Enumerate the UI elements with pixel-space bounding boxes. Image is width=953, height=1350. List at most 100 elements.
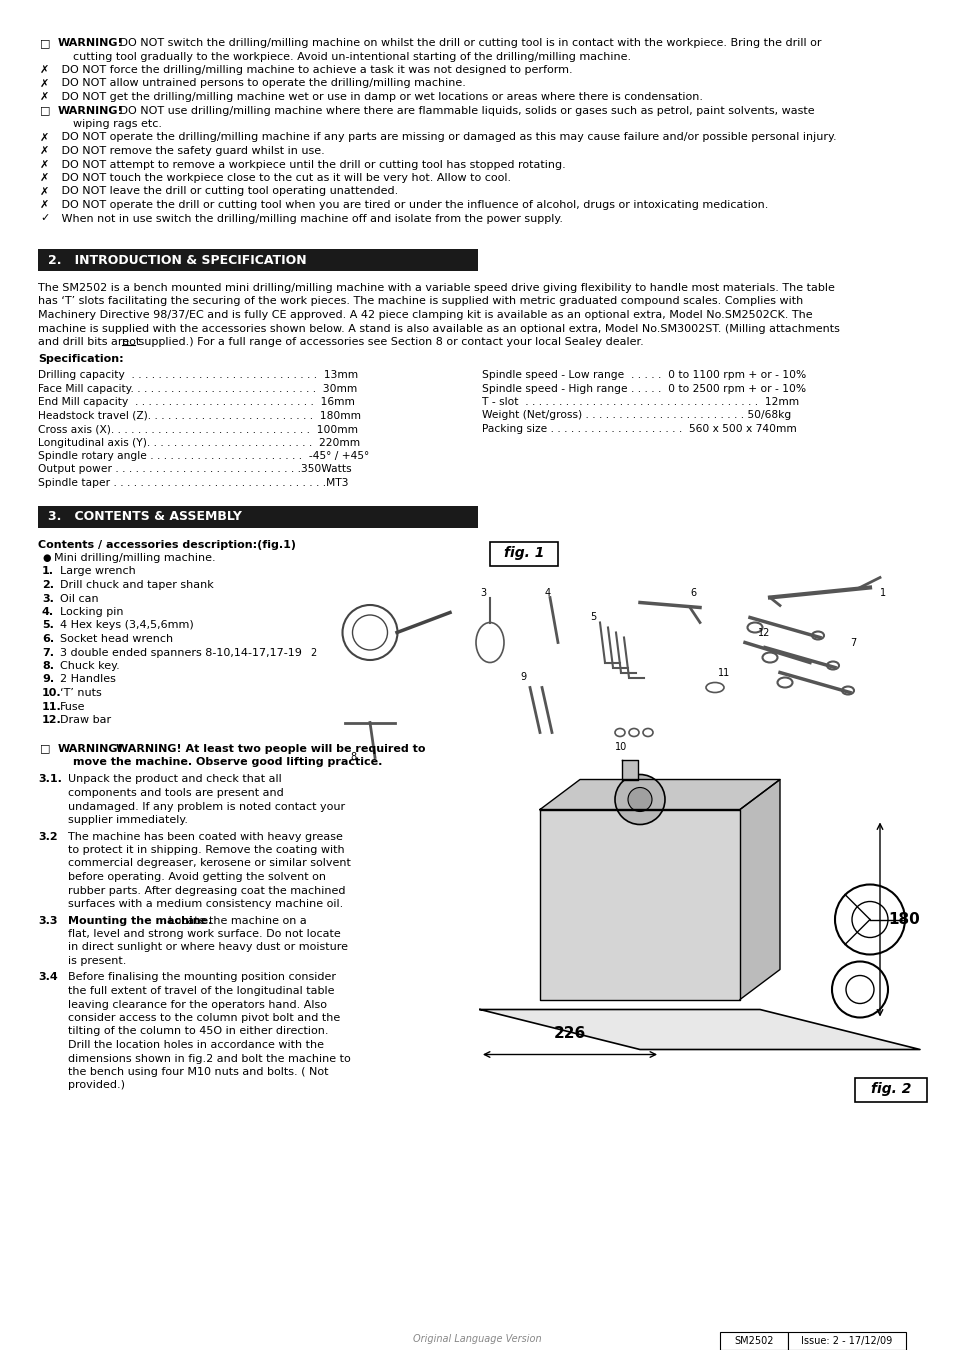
Text: Spindle rotary angle . . . . . . . . . . . . . . . . . . . . . . .  -45° / +45°: Spindle rotary angle . . . . . . . . . .… [38,451,369,460]
Text: Longitudinal axis (Y). . . . . . . . . . . . . . . . . . . . . . . . .  220mm: Longitudinal axis (Y). . . . . . . . . .… [38,437,359,447]
Text: 8.: 8. [42,662,54,671]
Text: dimensions shown in fig.2 and bolt the machine to: dimensions shown in fig.2 and bolt the m… [68,1053,351,1064]
Text: Headstock travel (Z). . . . . . . . . . . . . . . . . . . . . . . . .  180mm: Headstock travel (Z). . . . . . . . . . … [38,410,360,420]
Polygon shape [479,1010,919,1049]
Text: 180: 180 [887,911,919,926]
Text: ✗: ✗ [40,78,50,89]
Text: Issue: 2 - 17/12/09: Issue: 2 - 17/12/09 [801,1336,892,1346]
Text: has ‘T’ slots facilitating the securing of the work pieces. The machine is suppl: has ‘T’ slots facilitating the securing … [38,297,802,306]
Text: 4: 4 [544,587,551,598]
Text: DO NOT leave the drill or cutting tool operating unattended.: DO NOT leave the drill or cutting tool o… [58,186,397,197]
Text: ✗: ✗ [40,92,50,103]
Text: DO NOT operate the drilling/milling machine if any parts are missing or damaged : DO NOT operate the drilling/milling mach… [58,132,836,143]
Text: flat, level and strong work surface. Do not locate: flat, level and strong work surface. Do … [68,929,340,940]
Text: ✗: ✗ [40,186,50,197]
Text: 9.: 9. [42,675,54,684]
Text: 3.: 3. [42,594,53,603]
Text: 11: 11 [718,667,729,678]
Text: Socket head wrench: Socket head wrench [60,634,172,644]
Bar [38,248,477,271]
Text: 8: 8 [350,752,355,763]
Text: Fuse: Fuse [60,702,86,711]
Text: DO NOT attempt to remove a workpiece until the drill or cutting tool has stopped: DO NOT attempt to remove a workpiece unt… [58,159,565,170]
Circle shape [615,775,664,825]
Text: 7.: 7. [42,648,54,657]
Text: DO NOT operate the drill or cutting tool when you are tired or under the influen: DO NOT operate the drill or cutting tool… [58,200,767,211]
Text: ✗: ✗ [40,200,50,211]
Text: ✗: ✗ [40,159,50,170]
Text: Large wrench: Large wrench [60,567,135,576]
Text: 3.4: 3.4 [38,972,58,983]
Text: 2.   INTRODUCTION & SPECIFICATION: 2. INTRODUCTION & SPECIFICATION [48,254,306,266]
Polygon shape [539,810,740,999]
Text: 2: 2 [310,648,315,657]
Text: Drilling capacity  . . . . . . . . . . . . . . . . . . . . . . . . . . . .  13mm: Drilling capacity . . . . . . . . . . . … [38,370,357,379]
Text: ✗: ✗ [40,132,50,143]
Text: the bench using four M10 nuts and bolts. ( Not: the bench using four M10 nuts and bolts.… [68,1066,328,1077]
Text: provided.): provided.) [68,1080,125,1091]
Text: 2 Handles: 2 Handles [60,675,115,684]
Text: 3.2: 3.2 [38,832,57,841]
Bar [787,1332,905,1350]
Text: components and tools are present and: components and tools are present and [68,788,283,798]
Text: 2.: 2. [42,580,54,590]
Text: Original Language Version: Original Language Version [413,1334,540,1345]
Text: DO NOT allow untrained persons to operate the drilling/milling machine.: DO NOT allow untrained persons to operat… [58,78,465,89]
Text: not: not [122,338,140,347]
Text: DO NOT touch the workpiece close to the cut as it will be very hot. Allow to coo: DO NOT touch the workpiece close to the … [58,173,511,184]
Text: and drill bits are: and drill bits are [38,338,132,347]
Text: DO NOT switch the drilling/milling machine on whilst the drill or cutting tool i: DO NOT switch the drilling/milling machi… [116,38,821,49]
Text: 3.   CONTENTS & ASSEMBLY: 3. CONTENTS & ASSEMBLY [48,510,242,522]
Polygon shape [621,760,638,779]
Text: before operating. Avoid getting the solvent on: before operating. Avoid getting the solv… [68,872,326,882]
Text: 226: 226 [554,1026,585,1041]
Text: ‘T’ nuts: ‘T’ nuts [60,688,102,698]
Text: consider access to the column pivot bolt and the: consider access to the column pivot bolt… [68,1012,340,1023]
Text: WARNING!: WARNING! [58,38,124,49]
Bar [720,1332,787,1350]
Text: 11.: 11. [42,702,62,711]
Text: 6.: 6. [42,634,54,644]
Text: Weight (Net/gross) . . . . . . . . . . . . . . . . . . . . . . . . 50/68kg: Weight (Net/gross) . . . . . . . . . . .… [481,410,790,420]
Text: The SM2502 is a bench mounted mini drilling/milling machine with a variable spee: The SM2502 is a bench mounted mini drill… [38,284,834,293]
Text: End Mill capacity  . . . . . . . . . . . . . . . . . . . . . . . . . . .  16mm: End Mill capacity . . . . . . . . . . . … [38,397,355,406]
Text: 9: 9 [519,672,525,683]
Text: Spindle speed - High range . . . . .  0 to 2500 rpm + or - 10%: Spindle speed - High range . . . . . 0 t… [481,383,805,393]
Text: Draw bar: Draw bar [60,716,111,725]
Text: Locate the machine on a: Locate the machine on a [165,915,306,926]
Text: Drill chuck and taper shank: Drill chuck and taper shank [60,580,213,590]
Bar [490,541,558,566]
Text: ✓: ✓ [40,213,50,224]
Text: Cross axis (X). . . . . . . . . . . . . . . . . . . . . . . . . . . . . .  100mm: Cross axis (X). . . . . . . . . . . . . … [38,424,357,433]
Text: The machine has been coated with heavy grease: The machine has been coated with heavy g… [68,832,342,841]
Text: wiping rags etc.: wiping rags etc. [73,119,162,130]
Text: WARNING! At least two people will be required to: WARNING! At least two people will be req… [116,744,425,753]
Text: DO NOT get the drilling/milling machine wet or use in damp or wet locations or a: DO NOT get the drilling/milling machine … [58,92,702,103]
Text: surfaces with a medium consistency machine oil.: surfaces with a medium consistency machi… [68,899,343,909]
Text: Unpack the product and check that all: Unpack the product and check that all [68,775,281,784]
Text: DO NOT use drilling/milling machine where there are flammable liquids, solids or: DO NOT use drilling/milling machine wher… [116,105,814,116]
Text: move the machine. Observe good lifting practice.: move the machine. Observe good lifting p… [73,757,382,767]
Text: is present.: is present. [68,956,126,967]
Bar [854,1077,926,1102]
Text: 4.: 4. [42,608,54,617]
Text: 12.: 12. [42,716,62,725]
Text: Before finalising the mounting position consider: Before finalising the mounting position … [68,972,335,983]
Text: ●: ● [42,554,51,563]
Text: WARNING!: WARNING! [58,105,124,116]
Text: □: □ [40,105,51,116]
Text: Mini drilling/milling machine.: Mini drilling/milling machine. [54,554,215,563]
Text: machine is supplied with the accessories shown below. A stand is also available : machine is supplied with the accessories… [38,324,839,333]
Text: to protect it in shipping. Remove the coating with: to protect it in shipping. Remove the co… [68,845,344,855]
Text: 3.1.: 3.1. [38,775,62,784]
Text: in direct sunlight or where heavy dust or moisture: in direct sunlight or where heavy dust o… [68,942,348,953]
Text: 7: 7 [849,637,856,648]
Text: Mounting the machine.: Mounting the machine. [68,915,213,926]
Text: undamaged. If any problem is noted contact your: undamaged. If any problem is noted conta… [68,802,345,811]
Text: 10.: 10. [42,688,62,698]
Text: ✗: ✗ [40,146,50,157]
Text: Machinery Directive 98/37/EC and is fully CE approved. A 42 piece clamping kit i: Machinery Directive 98/37/EC and is full… [38,310,812,320]
Text: Drill the location holes in accordance with the: Drill the location holes in accordance w… [68,1040,324,1050]
Text: Contents / accessories description:(fig.1): Contents / accessories description:(fig.… [38,540,295,549]
Text: 3.3: 3.3 [38,915,57,926]
